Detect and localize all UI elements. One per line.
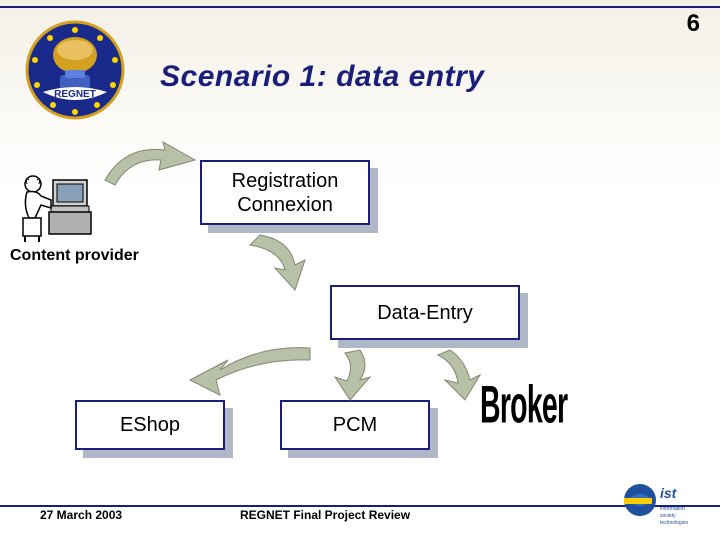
svg-text:technologies: technologies: [660, 520, 689, 526]
eshop-label: EShop: [120, 413, 180, 437]
arrow-dataentry-to-eshop: [180, 340, 320, 405]
slide-title: Scenario 1: data entry: [160, 60, 484, 94]
footer-center: REGNET Final Project Review: [240, 508, 410, 522]
content-provider-icon: [15, 170, 95, 245]
arrow-registration-to-dataentry: [235, 230, 335, 295]
dataentry-box: Data-Entry: [330, 285, 520, 340]
page-number: 6: [687, 10, 700, 38]
arrow-dataentry-to-pcm: [315, 345, 385, 405]
top-rule: [0, 6, 720, 8]
content-provider-label: Content provider: [10, 247, 139, 265]
svg-text:society: society: [660, 513, 676, 519]
footer-date: 27 March 2003: [40, 508, 122, 522]
bottom-rule: [0, 505, 720, 507]
ist-logo: ist information society technologies: [620, 480, 700, 530]
dataentry-label: Data-Entry: [377, 301, 473, 325]
regnet-logo: REGNET: [25, 20, 125, 120]
registration-line2: Connexion: [237, 193, 333, 217]
arrow-user-to-registration: [95, 140, 205, 195]
svg-text:REGNET: REGNET: [54, 89, 96, 100]
pcm-box: PCM: [280, 400, 430, 450]
svg-text:ist: ist: [660, 485, 678, 501]
arrow-dataentry-to-broker: [430, 345, 500, 405]
svg-text:information: information: [660, 506, 685, 512]
eshop-box: EShop: [75, 400, 225, 450]
registration-line1: Registration: [232, 169, 339, 193]
pcm-label: PCM: [333, 413, 377, 437]
registration-box: Registration Connexion: [200, 160, 370, 225]
